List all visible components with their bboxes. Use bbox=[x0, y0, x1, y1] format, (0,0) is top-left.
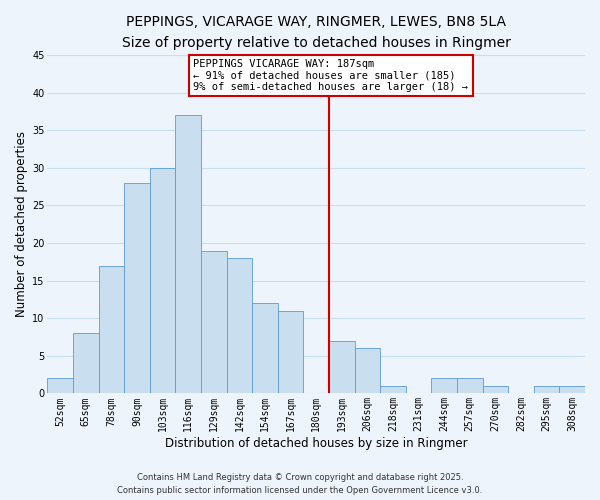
Bar bbox=[482, 386, 508, 394]
Bar bbox=[457, 378, 482, 394]
Bar bbox=[98, 266, 124, 394]
Title: PEPPINGS, VICARAGE WAY, RINGMER, LEWES, BN8 5LA
Size of property relative to det: PEPPINGS, VICARAGE WAY, RINGMER, LEWES, … bbox=[122, 15, 511, 50]
Bar bbox=[559, 386, 585, 394]
Bar bbox=[534, 386, 559, 394]
Bar bbox=[73, 333, 98, 394]
Bar bbox=[47, 378, 73, 394]
X-axis label: Distribution of detached houses by size in Ringmer: Distribution of detached houses by size … bbox=[165, 437, 467, 450]
Bar bbox=[227, 258, 252, 394]
Bar bbox=[201, 250, 227, 394]
Bar bbox=[278, 310, 304, 394]
Text: Contains HM Land Registry data © Crown copyright and database right 2025.
Contai: Contains HM Land Registry data © Crown c… bbox=[118, 474, 482, 495]
Bar bbox=[124, 183, 150, 394]
Bar bbox=[175, 115, 201, 394]
Bar bbox=[150, 168, 175, 394]
Bar bbox=[329, 341, 355, 394]
Bar bbox=[431, 378, 457, 394]
Bar bbox=[252, 303, 278, 394]
Bar bbox=[380, 386, 406, 394]
Y-axis label: Number of detached properties: Number of detached properties bbox=[15, 131, 28, 317]
Bar bbox=[355, 348, 380, 394]
Text: PEPPINGS VICARAGE WAY: 187sqm
← 91% of detached houses are smaller (185)
9% of s: PEPPINGS VICARAGE WAY: 187sqm ← 91% of d… bbox=[193, 58, 469, 92]
